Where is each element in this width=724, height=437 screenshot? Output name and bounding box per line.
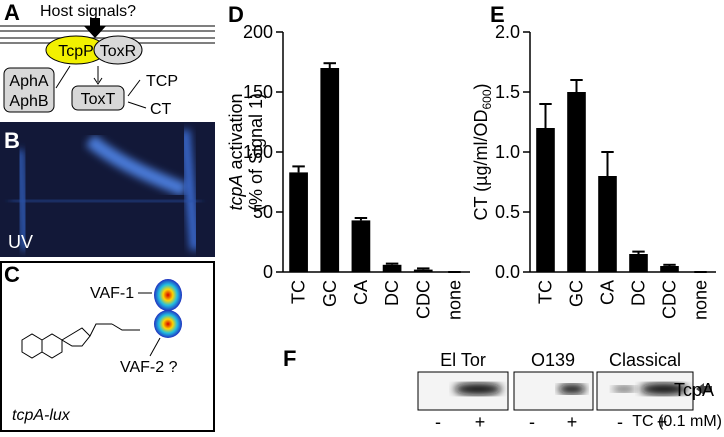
y-tick-label: 1.0 bbox=[495, 142, 520, 162]
x-tick-label: CA bbox=[351, 280, 371, 305]
sign: - bbox=[529, 412, 535, 432]
y-axis-label: (% of Signal 1) bbox=[246, 93, 266, 211]
arrow bbox=[127, 79, 141, 97]
bar bbox=[320, 68, 340, 272]
y-tick-label: 2.0 bbox=[495, 22, 520, 42]
arrow bbox=[84, 18, 106, 38]
x-tick-label: TC bbox=[536, 280, 556, 304]
structure bbox=[111, 323, 140, 331]
x-tick-label: GC bbox=[320, 280, 340, 307]
panel-a: A Host signals? TcpP ToxR AphA AphB ToxT… bbox=[0, 0, 215, 118]
arrow bbox=[696, 383, 712, 395]
treatment-label: TC (0.1 mM) bbox=[632, 413, 722, 430]
apha-box bbox=[3, 67, 55, 113]
label: TCP bbox=[146, 73, 178, 90]
x-tick-label: DC bbox=[382, 280, 402, 306]
strain-label: O139 bbox=[531, 350, 575, 370]
band bbox=[558, 384, 586, 394]
y-tick-label: 0 bbox=[263, 262, 273, 282]
x-tick-label: CDC bbox=[660, 280, 680, 319]
y-axis-label-text: activation bbox=[226, 93, 246, 174]
label: VAF-2 ? bbox=[120, 359, 178, 376]
x-tick-label: none bbox=[691, 280, 711, 320]
toxr-shape bbox=[93, 35, 143, 65]
label: Host signals? bbox=[40, 3, 136, 20]
x-tick-label: CDC bbox=[413, 280, 433, 319]
uv-streak bbox=[9, 198, 201, 204]
bar bbox=[413, 269, 433, 272]
y-tick-label: 0.0 bbox=[495, 262, 520, 282]
sign: + bbox=[475, 412, 486, 432]
arrow bbox=[149, 337, 161, 357]
y-tick-label: 150 bbox=[243, 82, 273, 102]
spot bbox=[154, 310, 182, 338]
arrow bbox=[55, 65, 71, 89]
bar bbox=[567, 92, 586, 272]
uv-streak bbox=[180, 129, 200, 251]
band bbox=[640, 383, 688, 395]
y-tick-label: 0.5 bbox=[495, 202, 520, 222]
toxt-box bbox=[71, 85, 125, 111]
bar bbox=[536, 128, 555, 272]
sign: + bbox=[657, 412, 668, 432]
label: ToxT bbox=[81, 91, 116, 108]
y-axis-label-gene: tcpA bbox=[226, 175, 246, 211]
label: AphA bbox=[9, 73, 48, 90]
sign: - bbox=[617, 412, 623, 432]
panel-label: A bbox=[4, 0, 20, 25]
y-tick-label: 50 bbox=[253, 202, 273, 222]
label: tcpA-lux bbox=[12, 407, 71, 424]
panel-b: B UV bbox=[0, 122, 215, 257]
bar bbox=[629, 254, 648, 272]
bar bbox=[660, 266, 679, 272]
y-axis-label-text: CT (µg/ml/OD bbox=[471, 109, 491, 220]
x-tick-label: CA bbox=[598, 280, 618, 305]
label: CT bbox=[150, 101, 172, 118]
bar bbox=[351, 220, 371, 272]
bar bbox=[289, 172, 308, 272]
x-tick-label: none bbox=[444, 280, 464, 320]
strain-label: El Tor bbox=[440, 350, 486, 370]
sign: - bbox=[435, 412, 441, 432]
bar bbox=[382, 264, 402, 272]
x-tick-label: DC bbox=[629, 280, 649, 306]
label: UV bbox=[8, 232, 33, 252]
y-axis-label: tcpA activation bbox=[226, 93, 246, 210]
arrow bbox=[127, 101, 147, 109]
arrow bbox=[93, 77, 103, 85]
label: TcpP bbox=[58, 43, 94, 60]
panel-label: F bbox=[283, 346, 296, 371]
spot bbox=[154, 279, 182, 311]
uv-streak bbox=[85, 134, 188, 197]
y-tick-label: 100 bbox=[243, 142, 273, 162]
panel-label: C bbox=[4, 262, 20, 287]
panel-label: B bbox=[4, 128, 20, 153]
y-axis-label-text: ) bbox=[471, 83, 491, 89]
panel-label: E bbox=[490, 2, 505, 27]
band bbox=[454, 383, 502, 395]
panel-label: D bbox=[228, 2, 244, 27]
sign: + bbox=[567, 412, 578, 432]
band bbox=[612, 386, 636, 392]
panel-c: C VAF-1 VAF-2 ? tcpA-lux bbox=[0, 261, 215, 432]
structure bbox=[21, 323, 112, 359]
strain-label: Classical bbox=[609, 350, 681, 370]
y-axis-label: CT (µg/ml/OD600) bbox=[471, 83, 494, 220]
y-tick-label: 1.5 bbox=[495, 82, 520, 102]
x-tick-label: GC bbox=[567, 280, 587, 307]
y-axis-label-sub: 600 bbox=[480, 89, 494, 109]
y-tick-label: 200 bbox=[243, 22, 273, 42]
panel-f: El Tor O139 Classical TcpA - + - + - + T… bbox=[417, 350, 722, 432]
bar bbox=[598, 176, 617, 272]
x-tick-label: TC bbox=[289, 280, 309, 304]
label: VAF-1 bbox=[90, 285, 134, 302]
band-label: TcpA bbox=[674, 380, 714, 400]
label: ToxR bbox=[100, 43, 136, 60]
label: AphB bbox=[9, 93, 48, 110]
